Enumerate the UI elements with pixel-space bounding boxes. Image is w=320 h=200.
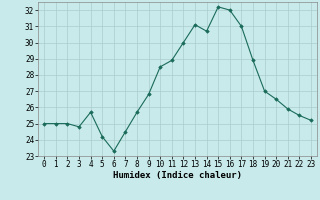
X-axis label: Humidex (Indice chaleur): Humidex (Indice chaleur)	[113, 171, 242, 180]
